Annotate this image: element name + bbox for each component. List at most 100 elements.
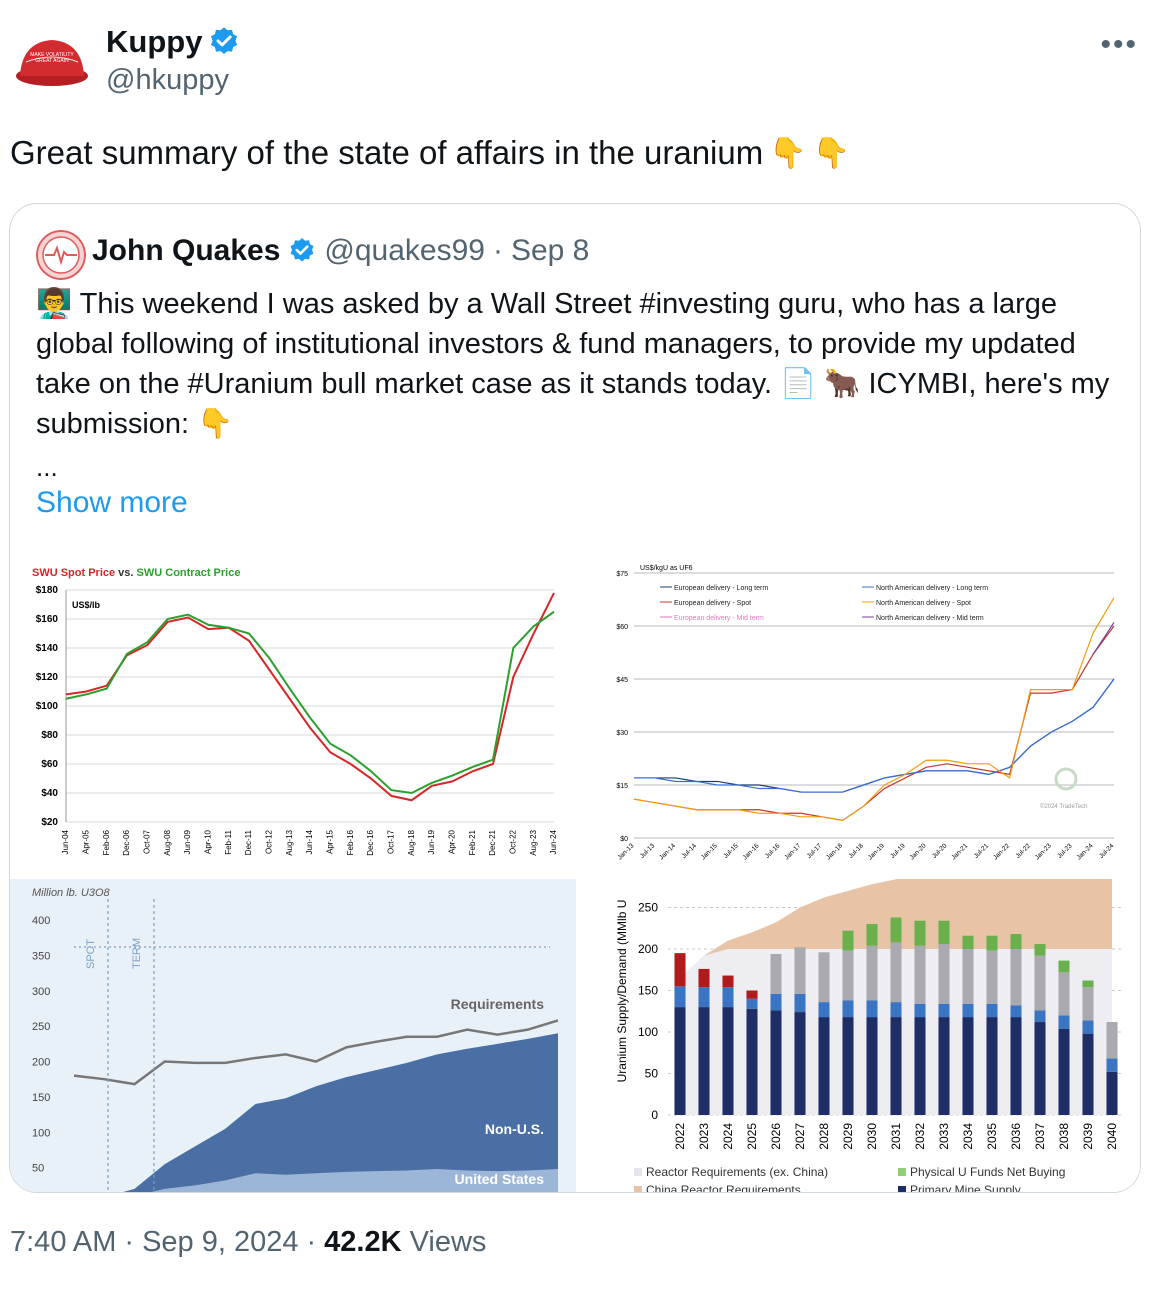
- bar-segment: [890, 1002, 902, 1018]
- y-tick-label: $20: [41, 817, 58, 828]
- y-axis-label: Million lb. U3O8: [32, 887, 111, 899]
- swu-price-chart[interactable]: SWU Spot Price vs. SWU Contract Price US$…: [10, 554, 576, 879]
- tweet-footer: 7:40 AM · Sep 9, 2024 · 42.2K Views: [10, 1226, 486, 1259]
- series-line: [1092, 622, 1115, 655]
- y-tick-label: 50: [645, 1066, 659, 1080]
- bar-segment: [938, 944, 950, 1004]
- show-more-link[interactable]: Show more: [36, 486, 188, 519]
- svg-text:GREAT AGAIN: GREAT AGAIN: [35, 58, 69, 64]
- bar-segment: [770, 953, 782, 994]
- x-tick-label: 2023: [697, 1123, 711, 1150]
- x-tick-label: 2038: [1057, 1123, 1071, 1150]
- y-tick-label: 150: [32, 1092, 50, 1104]
- x-tick-label: Oct-17: [386, 829, 395, 854]
- bar-segment: [794, 947, 806, 994]
- legend-label: European delivery - Mid term: [674, 615, 764, 622]
- quote-header: John Quakes @quakes99 · Sep 8: [92, 234, 589, 268]
- bar-segment: [938, 1017, 950, 1115]
- requirements-area-chart[interactable]: Million lb. U3O8 400 350 300 250 200 150 100 50 S…: [10, 879, 576, 1192]
- quote-date[interactable]: Sep 8: [510, 234, 590, 267]
- bar-segment: [986, 935, 998, 951]
- bar-segment: [1010, 934, 1022, 949]
- bar-segment: [698, 987, 710, 1008]
- bar-segment: [1010, 1005, 1022, 1018]
- marker-label: SPOT: [85, 939, 97, 969]
- x-tick-label: 2029: [841, 1123, 855, 1150]
- svg-text:MAKE VOLATILITY: MAKE VOLATILITY: [30, 52, 74, 58]
- more-options-icon[interactable]: •••: [1100, 28, 1138, 61]
- point-down-emoji-1: 👇: [769, 136, 807, 170]
- bar-segment: [866, 945, 878, 1001]
- bar-segment: [986, 1003, 998, 1018]
- quote-author-avatar-icon[interactable]: [36, 230, 86, 280]
- bar-segment: [962, 948, 974, 1004]
- legend-label: Primary Mine Supply: [910, 1183, 1021, 1193]
- x-tick-label: Jun-19: [427, 829, 436, 854]
- x-tick-label: Aug-23: [529, 829, 538, 855]
- y-tick-label: 250: [638, 900, 658, 914]
- point-down-emoji-2: 👇: [812, 136, 850, 170]
- bar-segment: [1034, 955, 1046, 1011]
- supply-demand-bar-chart[interactable]: Uranium Supply/Demand (MMlb U 250 200 150 10…: [576, 879, 1140, 1193]
- x-tick-label: Jul-15: [722, 842, 740, 860]
- series-line: [633, 597, 1115, 821]
- bar-segment: [722, 987, 734, 1008]
- tweet-date[interactable]: Sep 9, 2024: [142, 1226, 299, 1258]
- legend-label: European delivery - Spot: [674, 600, 751, 607]
- bar-segment: [698, 1007, 710, 1115]
- bar-segment: [962, 1017, 974, 1115]
- unit-label: US$/lb: [72, 600, 101, 610]
- quote-ellipsis: ...: [36, 452, 58, 482]
- title-part: SWU Spot Price: [32, 567, 115, 579]
- x-tick-label: Jan-16: [742, 842, 761, 861]
- x-tick-label: Feb-06: [102, 829, 111, 855]
- y-tick-label: $40: [41, 788, 58, 799]
- x-tick-label: 2026: [769, 1123, 783, 1150]
- bar-segment: [746, 1008, 758, 1115]
- series-label: Requirements: [451, 996, 545, 1012]
- legend-label: North American delivery - Spot: [876, 600, 971, 607]
- requirements-area-chart-svg: Million lb. U3O8 400 350 300 250 200 150 100 50 S…: [32, 887, 559, 1192]
- x-tick-label: Feb-16: [346, 829, 355, 855]
- y-axis-label: US$/kgU as UF6: [640, 565, 693, 572]
- y-tick-label: 150: [638, 983, 658, 997]
- quote-author-name[interactable]: John Quakes: [92, 234, 281, 267]
- x-tick-label: Jul-17: [806, 842, 824, 860]
- y-tick-label: 200: [638, 942, 658, 956]
- chart-images[interactable]: SWU Spot Price vs. SWU Contract Price US$…: [10, 554, 1140, 1193]
- teacher-emoji: 👨‍🏫: [36, 288, 73, 320]
- tweet-time[interactable]: 7:40 AM: [10, 1226, 117, 1258]
- x-tick-label: Jul-24: [1098, 842, 1116, 860]
- y-tick-label: 0: [651, 1108, 658, 1122]
- x-tick-label: Jan-18: [825, 842, 844, 861]
- y-tick-label: $15: [616, 783, 628, 790]
- author-handle[interactable]: @hkuppy: [106, 64, 229, 96]
- bar-segment: [1058, 1015, 1070, 1029]
- bar-segment: [938, 1003, 950, 1018]
- quoted-tweet-card[interactable]: John Quakes @quakes99 · Sep 8 👨‍🏫 This w…: [9, 203, 1141, 1193]
- bar-segment: [1034, 944, 1046, 956]
- views-count: 42.2K: [324, 1226, 402, 1258]
- bar-segment: [770, 1010, 782, 1115]
- author-avatar[interactable]: MAKE VOLATILITY GREAT AGAIN: [12, 22, 92, 102]
- united-states-area: [151, 1169, 558, 1192]
- legend-label: Reactor Requirements (ex. China): [646, 1165, 828, 1179]
- x-tick-label: Jul-13: [639, 842, 657, 860]
- uranium-price-chart[interactable]: US$/kgU as UF6 $75 $60 $45 $30 $15 $0 Jan-13 Jul…: [576, 554, 1140, 879]
- bar-segment: [986, 1017, 998, 1115]
- series-label: United States: [455, 1171, 545, 1187]
- x-tick-label: Jan-22: [992, 842, 1011, 861]
- author-name[interactable]: Kuppy: [106, 24, 203, 59]
- y-axis-label: Uranium Supply/Demand (MMlb U: [615, 900, 629, 1083]
- quote-author-handle[interactable]: @quakes99: [324, 234, 485, 267]
- x-tick-label: Apr-20: [447, 829, 456, 854]
- non-us-area: [123, 1033, 558, 1192]
- bar-segment: [914, 1017, 926, 1115]
- bar-segment: [1058, 960, 1070, 973]
- chart-title: SWU Spot Price vs. SWU Contract Price: [32, 567, 240, 579]
- red-cap-avatar-icon: MAKE VOLATILITY GREAT AGAIN: [16, 40, 88, 86]
- x-tick-label: Apr-10: [203, 829, 212, 854]
- legend-swatch: [898, 1168, 906, 1176]
- bar-segment: [1010, 1017, 1022, 1115]
- bar-segment: [866, 924, 878, 946]
